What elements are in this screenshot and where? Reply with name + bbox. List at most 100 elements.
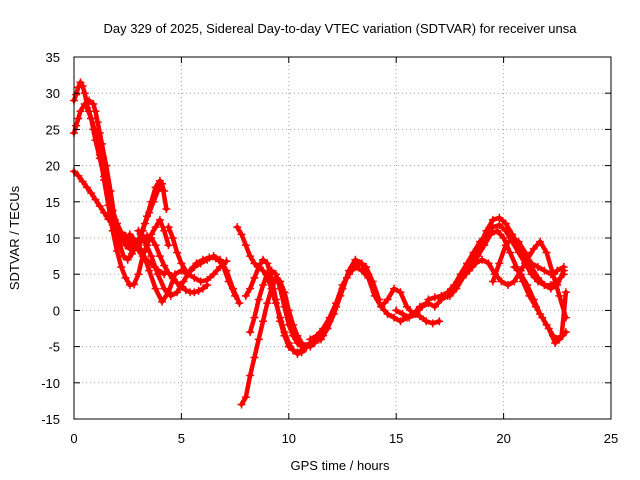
data-point-marker <box>246 252 255 261</box>
data-point-marker <box>437 291 446 300</box>
series-track-20 <box>488 234 568 293</box>
data-point-marker <box>198 284 207 293</box>
data-point-marker <box>493 226 502 235</box>
data-point-marker <box>85 96 94 105</box>
data-point-marker <box>140 219 149 228</box>
data-point-marker <box>501 226 510 235</box>
data-point-marker <box>536 310 545 319</box>
data-point-marker <box>463 259 472 268</box>
data-point-marker <box>553 281 562 290</box>
x-tick-label: 5 <box>178 431 185 446</box>
data-point-marker <box>452 284 461 293</box>
chart-title: Day 329 of 2025, Sidereal Day-to-day VTE… <box>103 21 577 36</box>
series-track-15 <box>317 259 384 344</box>
data-point-marker <box>228 284 237 293</box>
data-point-marker <box>289 331 298 340</box>
data-point-marker <box>540 281 549 290</box>
data-point-marker <box>72 90 81 99</box>
data-point-marker <box>112 247 121 256</box>
data-point-marker <box>134 270 143 279</box>
data-point-marker <box>87 114 96 123</box>
data-point-marker <box>368 277 377 286</box>
data-point-marker <box>312 331 321 340</box>
data-point-marker <box>250 313 259 322</box>
data-point-marker <box>93 118 102 127</box>
data-point-marker <box>130 280 139 289</box>
data-point-marker <box>241 393 250 402</box>
data-point-marker <box>284 320 293 329</box>
data-point-marker <box>263 299 272 308</box>
data-point-marker <box>536 237 545 246</box>
y-axis-title: SDTVAR / TECUs <box>7 185 22 290</box>
series-track-8 <box>164 223 244 308</box>
data-point-marker <box>551 338 560 347</box>
data-point-marker <box>263 259 272 268</box>
data-point-marker <box>89 100 98 109</box>
series-trace <box>318 261 382 342</box>
y-tick-label: -10 <box>41 376 60 391</box>
data-point-marker <box>121 273 130 282</box>
data-point-marker <box>132 237 141 246</box>
data-marks <box>70 78 570 409</box>
data-point-marker <box>508 234 517 242</box>
data-point-marker <box>145 208 154 217</box>
data-point-marker <box>164 223 173 232</box>
x-tick-label: 25 <box>604 431 618 446</box>
data-point-marker <box>336 291 345 300</box>
data-point-marker <box>415 312 424 321</box>
data-point-marker <box>196 277 205 286</box>
data-point-marker <box>160 261 169 270</box>
data-point-marker <box>246 284 255 293</box>
data-point-marker <box>166 291 175 300</box>
y-tick-label: 25 <box>46 122 60 137</box>
data-point-marker <box>342 273 351 282</box>
data-point-marker <box>196 259 205 268</box>
data-point-marker <box>158 297 167 306</box>
data-point-marker <box>168 234 177 242</box>
data-point-marker <box>254 295 263 304</box>
series-trace <box>426 222 566 302</box>
data-point-marker <box>317 335 326 344</box>
data-point-marker <box>160 284 169 293</box>
data-point-marker <box>237 400 246 409</box>
data-point-marker <box>484 259 493 268</box>
data-point-marker <box>549 331 558 340</box>
data-point-marker <box>194 286 203 295</box>
data-point-marker <box>510 262 519 271</box>
y-tick-label: 0 <box>53 303 60 318</box>
data-point-marker <box>521 248 530 257</box>
data-point-marker <box>95 150 104 159</box>
data-point-marker <box>529 244 538 253</box>
data-point-marker <box>417 302 426 311</box>
data-point-marker <box>390 284 399 293</box>
data-point-marker <box>411 310 420 319</box>
data-point-marker <box>263 270 272 279</box>
data-point-marker <box>80 89 89 98</box>
data-point-marker <box>259 317 268 326</box>
series-track-12 <box>246 266 310 353</box>
data-point-marker <box>162 205 171 214</box>
data-point-marker <box>190 262 199 271</box>
data-point-marker <box>486 230 495 239</box>
y-tick-label: -15 <box>41 412 60 427</box>
data-point-marker <box>134 226 143 235</box>
data-point-marker <box>559 266 568 275</box>
data-point-marker <box>209 252 218 261</box>
data-point-marker <box>181 286 190 295</box>
data-point-marker <box>267 266 276 275</box>
data-point-marker <box>362 262 371 271</box>
data-point-marker <box>82 183 91 192</box>
y-tick-label: 5 <box>53 267 60 282</box>
data-point-marker <box>76 107 85 116</box>
x-axis-ticks: 0 5 10 15 20 25 <box>70 57 618 446</box>
data-point-marker <box>375 295 384 304</box>
data-point-marker <box>297 342 306 351</box>
data-point-marker <box>82 103 91 112</box>
data-point-marker <box>173 248 182 257</box>
data-point-marker <box>555 335 564 344</box>
data-point-marker <box>293 348 302 357</box>
data-point-marker <box>143 231 152 240</box>
data-point-marker <box>497 277 506 286</box>
data-point-marker <box>241 241 250 250</box>
data-point-marker <box>529 295 538 304</box>
